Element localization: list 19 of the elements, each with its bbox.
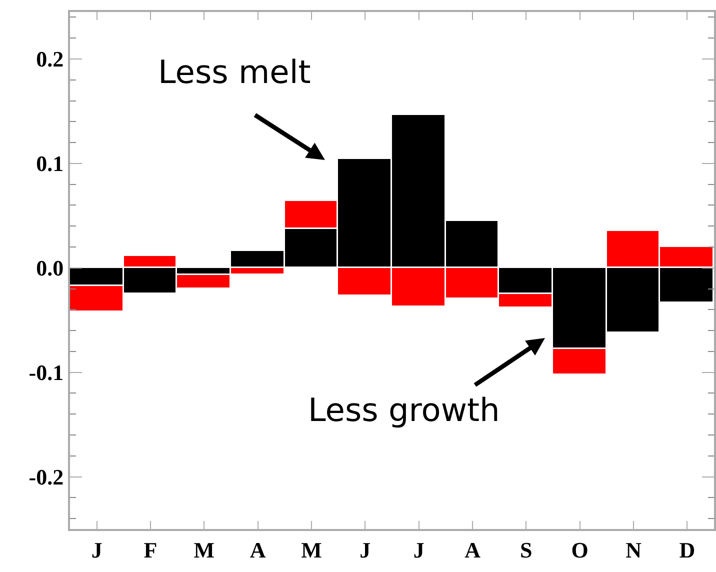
x-tick-label: M [301, 537, 322, 562]
x-tick-label: D [679, 537, 696, 562]
y-tick-label: 0.0 [36, 256, 64, 281]
x-tick-label: O [571, 537, 588, 562]
x-tick-label: J [91, 537, 102, 562]
x-tick-label: N [626, 537, 642, 562]
x-tick-label: F [144, 537, 158, 562]
annotation: Less growth [308, 391, 500, 429]
y-tick-label: -0.1 [28, 360, 64, 386]
x-tick-label: J [360, 537, 371, 562]
y-tick-label: -0.2 [28, 464, 64, 490]
x-tick-label: S [520, 537, 532, 562]
x-tick-label: J [413, 537, 424, 562]
x-tick-label: A [250, 537, 266, 562]
y-tick-label: 0.1 [36, 151, 64, 176]
y-tick-label: 0.2 [36, 46, 64, 72]
x-tick-label: M [194, 537, 215, 562]
x-tick-label: A [464, 537, 481, 562]
annotation: Less melt [158, 53, 311, 91]
